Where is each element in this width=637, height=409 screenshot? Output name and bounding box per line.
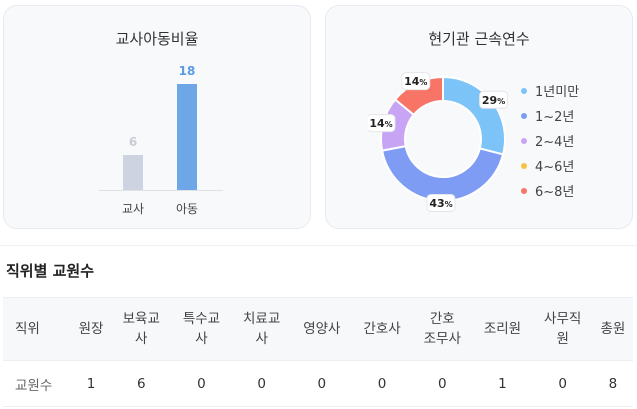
staff-table: 직위 원장 보육교 사 특수교 사 치료교 사 영양사 간호사 간호 조무사 조리원 사무직 원 총원 교원수… [3,297,633,407]
donut-value-label: 14% [368,114,396,133]
column-header: 치료교 사 [231,297,292,361]
tenure-legend: 1년미만 1~2년 2~4년 4~6년 6~8년 [521,78,579,203]
table-cell: 0 [351,360,413,407]
tenure-donut-chart: 29% 43% 14% 14% [368,72,509,212]
bar-category-label: 아동 [175,202,199,216]
donut-value-label: 29% [479,90,509,109]
table-cell: 1 [472,360,533,407]
column-header: 특수교 사 [171,297,232,361]
row-label: 교원수 [3,360,71,407]
staff-section-title: 직위별 교원수 [6,262,95,280]
legend-dot-icon [521,162,527,169]
column-header: 조리원 [472,297,533,361]
bar-axis-line [99,190,223,191]
legend-item: 2~4년 [521,128,579,153]
ratio-card: 교사아동비율 6 교사 18 아동 [3,5,311,229]
tenure-card: 현기관 근속연수 29% 43% 14% 14% 1년미만 1~2년 2~4년 4~6년 6~… [325,5,633,229]
table-cell: 0 [412,360,473,407]
column-header: 간호사 [351,297,413,361]
svg-text:29%: 29% [482,94,505,107]
legend-item: 6~8년 [521,178,579,203]
tenure-card-title: 현기관 근속연수 [428,30,530,48]
bar-value-label: 6 [128,134,138,149]
legend-item: 4~6년 [521,153,579,178]
column-header: 보육교 사 [111,297,172,361]
bar-child [177,84,197,190]
table-cell: 0 [532,360,593,407]
legend-dot-icon [521,137,527,144]
svg-text:43%: 43% [429,197,452,210]
legend-item: 1~2년 [521,103,579,128]
legend-dot-icon [521,87,527,94]
legend-label: 4~6년 [535,160,575,175]
table-row: 교원수 1 6 0 0 0 0 0 1 0 8 [3,360,633,407]
donut-slice [442,75,506,156]
legend-dot-icon [521,187,527,194]
svg-text:14%: 14% [404,75,427,88]
column-header: 직위 [3,297,71,361]
bar-category-label: 교사 [121,202,145,216]
table-cell: 1 [71,360,112,407]
bar-teacher [123,154,143,190]
table-cell: 6 [111,360,172,407]
table-cell: 0 [231,360,292,407]
legend-dot-icon [521,112,527,119]
bar-value-label: 18 [178,64,196,78]
column-header: 사무직 원 [532,297,593,361]
donut-value-label: 43% [426,193,456,212]
table-cell: 0 [291,360,352,407]
table-cell: 8 [592,360,633,407]
column-header: 영양사 [291,297,352,361]
legend-label: 1~2년 [535,110,575,125]
table-cell: 0 [171,360,232,407]
svg-text:14%: 14% [369,117,392,130]
column-header: 간호 조무사 [412,297,473,361]
legend-label: 6~8년 [535,185,575,200]
legend-label: 1년미만 [535,85,580,100]
staff-table-header: 직위 원장 보육교 사 특수교 사 치료교 사 영양사 간호사 간호 조무사 조리원 사무직 원 총원 [3,297,633,361]
section-divider [0,245,637,246]
donut-slice [380,144,505,202]
ratio-card-title: 교사아동비율 [115,30,199,48]
column-header: 원장 [71,297,112,361]
donut-value-label: 14% [401,72,431,91]
column-header: 총원 [592,297,633,361]
legend-item: 1년미만 [521,78,579,103]
legend-label: 2~4년 [535,135,575,150]
